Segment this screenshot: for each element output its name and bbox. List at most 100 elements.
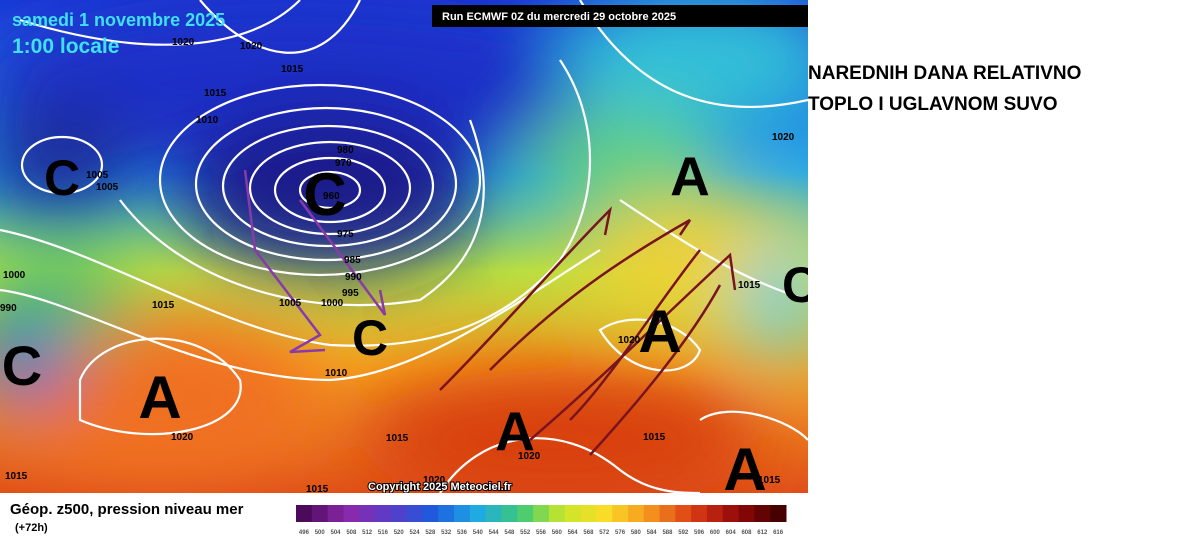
legend-swatch — [722, 505, 740, 522]
isobar-label: 1000 — [321, 298, 344, 309]
legend-level: 524 — [410, 530, 421, 536]
legend-swatch — [596, 505, 613, 522]
legend-swatch — [438, 505, 455, 522]
legend-swatch — [454, 505, 471, 522]
time: 1:00 locale — [12, 35, 119, 58]
isobar-label: 1015 — [758, 475, 781, 486]
legend-swatch — [691, 505, 708, 522]
legend-level: 604 — [726, 530, 737, 536]
pressure-center: C — [44, 150, 80, 206]
isobars — [0, 0, 808, 493]
legend-level: 616 — [773, 530, 784, 536]
legend-swatch — [327, 505, 344, 522]
isobar-label: 1015 — [281, 64, 304, 75]
legend-swatch — [706, 505, 724, 522]
isobar-label: 1015 — [738, 280, 761, 291]
legend-level: 540 — [473, 530, 484, 536]
isobar-label: 1020 — [772, 132, 795, 143]
legend-swatch — [580, 505, 597, 522]
legend-level: 564 — [568, 530, 579, 536]
legend-level: 588 — [662, 530, 673, 536]
pressure-center: A — [723, 436, 766, 493]
isobar-label: 1000 — [3, 270, 26, 281]
legend-level: 500 — [315, 530, 326, 536]
legend: Géop. z500, pression niveau mer (+72h) 4… — [10, 501, 787, 536]
caption-line: NAREDNIH DANA RELATIVNO — [808, 63, 1082, 84]
legend-swatch — [643, 505, 661, 522]
legend-level: 552 — [520, 530, 531, 536]
pressure-center: C — [352, 310, 388, 366]
legend-level: 560 — [552, 530, 563, 536]
legend-level: 532 — [441, 530, 452, 536]
legend-swatch — [311, 505, 329, 522]
legend-swatch — [659, 505, 676, 522]
isobar-label: 1015 — [152, 300, 175, 311]
pressure-center: C — [782, 257, 808, 313]
legend-level: 596 — [694, 530, 705, 536]
legend-swatch — [390, 505, 408, 522]
isobar-label: 1010 — [325, 368, 348, 379]
isobar-label: 975 — [337, 229, 354, 240]
legend-level: 584 — [647, 530, 658, 536]
weather-map: 1020 1020 1015 1015 1010 1005 1005 980 9… — [0, 0, 808, 493]
isobar-label: 1020 — [618, 335, 641, 346]
isobar-label: 1020 — [240, 41, 263, 52]
isobar-label: 1015 — [5, 471, 28, 482]
legend-level: 508 — [346, 530, 357, 536]
legend-swatch — [754, 505, 771, 522]
isobar-label: 1020 — [172, 37, 195, 48]
legend-swatch — [422, 505, 439, 522]
isobar-label: 990 — [345, 272, 362, 283]
legend-level: 592 — [678, 530, 689, 536]
legend-level: 580 — [631, 530, 642, 536]
legend-swatch — [359, 505, 376, 522]
legend-swatch — [533, 505, 550, 522]
pressure-center: A — [138, 364, 181, 431]
drawn-arrows — [439, 206, 737, 456]
isobar-label: 1020 — [518, 451, 541, 462]
legend-level: 572 — [599, 530, 610, 536]
isobar-label: 1005 — [96, 182, 119, 193]
pressure-center: A — [670, 145, 710, 207]
isobar-label: 1020 — [171, 432, 194, 443]
pressure-center: A — [638, 298, 681, 365]
legend-level: 612 — [757, 530, 768, 536]
isobar-label: 1015 — [306, 484, 329, 493]
legend-level: 568 — [583, 530, 594, 536]
isobar-label: 1015 — [386, 433, 409, 444]
isobar-label: 985 — [344, 255, 361, 266]
legend-swatch — [675, 505, 692, 522]
legend-title: Géop. z500, pression niveau mer — [10, 501, 244, 518]
legend-level: 608 — [741, 530, 752, 536]
pressure-center: C — [303, 161, 346, 228]
run-bar — [432, 5, 808, 27]
isobar-label: 960 — [323, 191, 340, 202]
legend-swatch — [548, 505, 566, 522]
legend-level: 528 — [425, 530, 436, 536]
pressure-center: C — [2, 334, 42, 397]
isobar-label: 970 — [335, 158, 352, 169]
isobar-label: 1010 — [196, 115, 219, 126]
legend-level: 536 — [457, 530, 468, 536]
isobar-label: 1015 — [204, 88, 227, 99]
legend-swatch — [375, 505, 392, 522]
legend-level: 520 — [394, 530, 405, 536]
isobar-label: 1020 — [423, 475, 446, 486]
legend-swatch — [343, 505, 360, 522]
isobar-label: 1005 — [86, 170, 109, 181]
date: samedi 1 novembre 2025 — [12, 10, 225, 30]
legend-swatch — [485, 505, 502, 522]
legend-level: 576 — [615, 530, 626, 536]
legend-level: 556 — [536, 530, 547, 536]
legend-swatch — [612, 505, 629, 522]
isobar-label: 995 — [342, 288, 359, 299]
isobar-label: 1005 — [279, 298, 302, 309]
legend-swatch — [627, 505, 645, 522]
legend-swatch — [738, 505, 755, 522]
forecast-lead: (+72h) — [15, 522, 48, 534]
legend-level: 548 — [504, 530, 515, 536]
drawn-purple — [243, 169, 387, 354]
pressure-center: A — [495, 400, 535, 462]
isobar-label: 1015 — [643, 432, 666, 443]
run-info: Run ECMWF 0Z du mercredi 29 octobre 2025 — [442, 11, 676, 23]
